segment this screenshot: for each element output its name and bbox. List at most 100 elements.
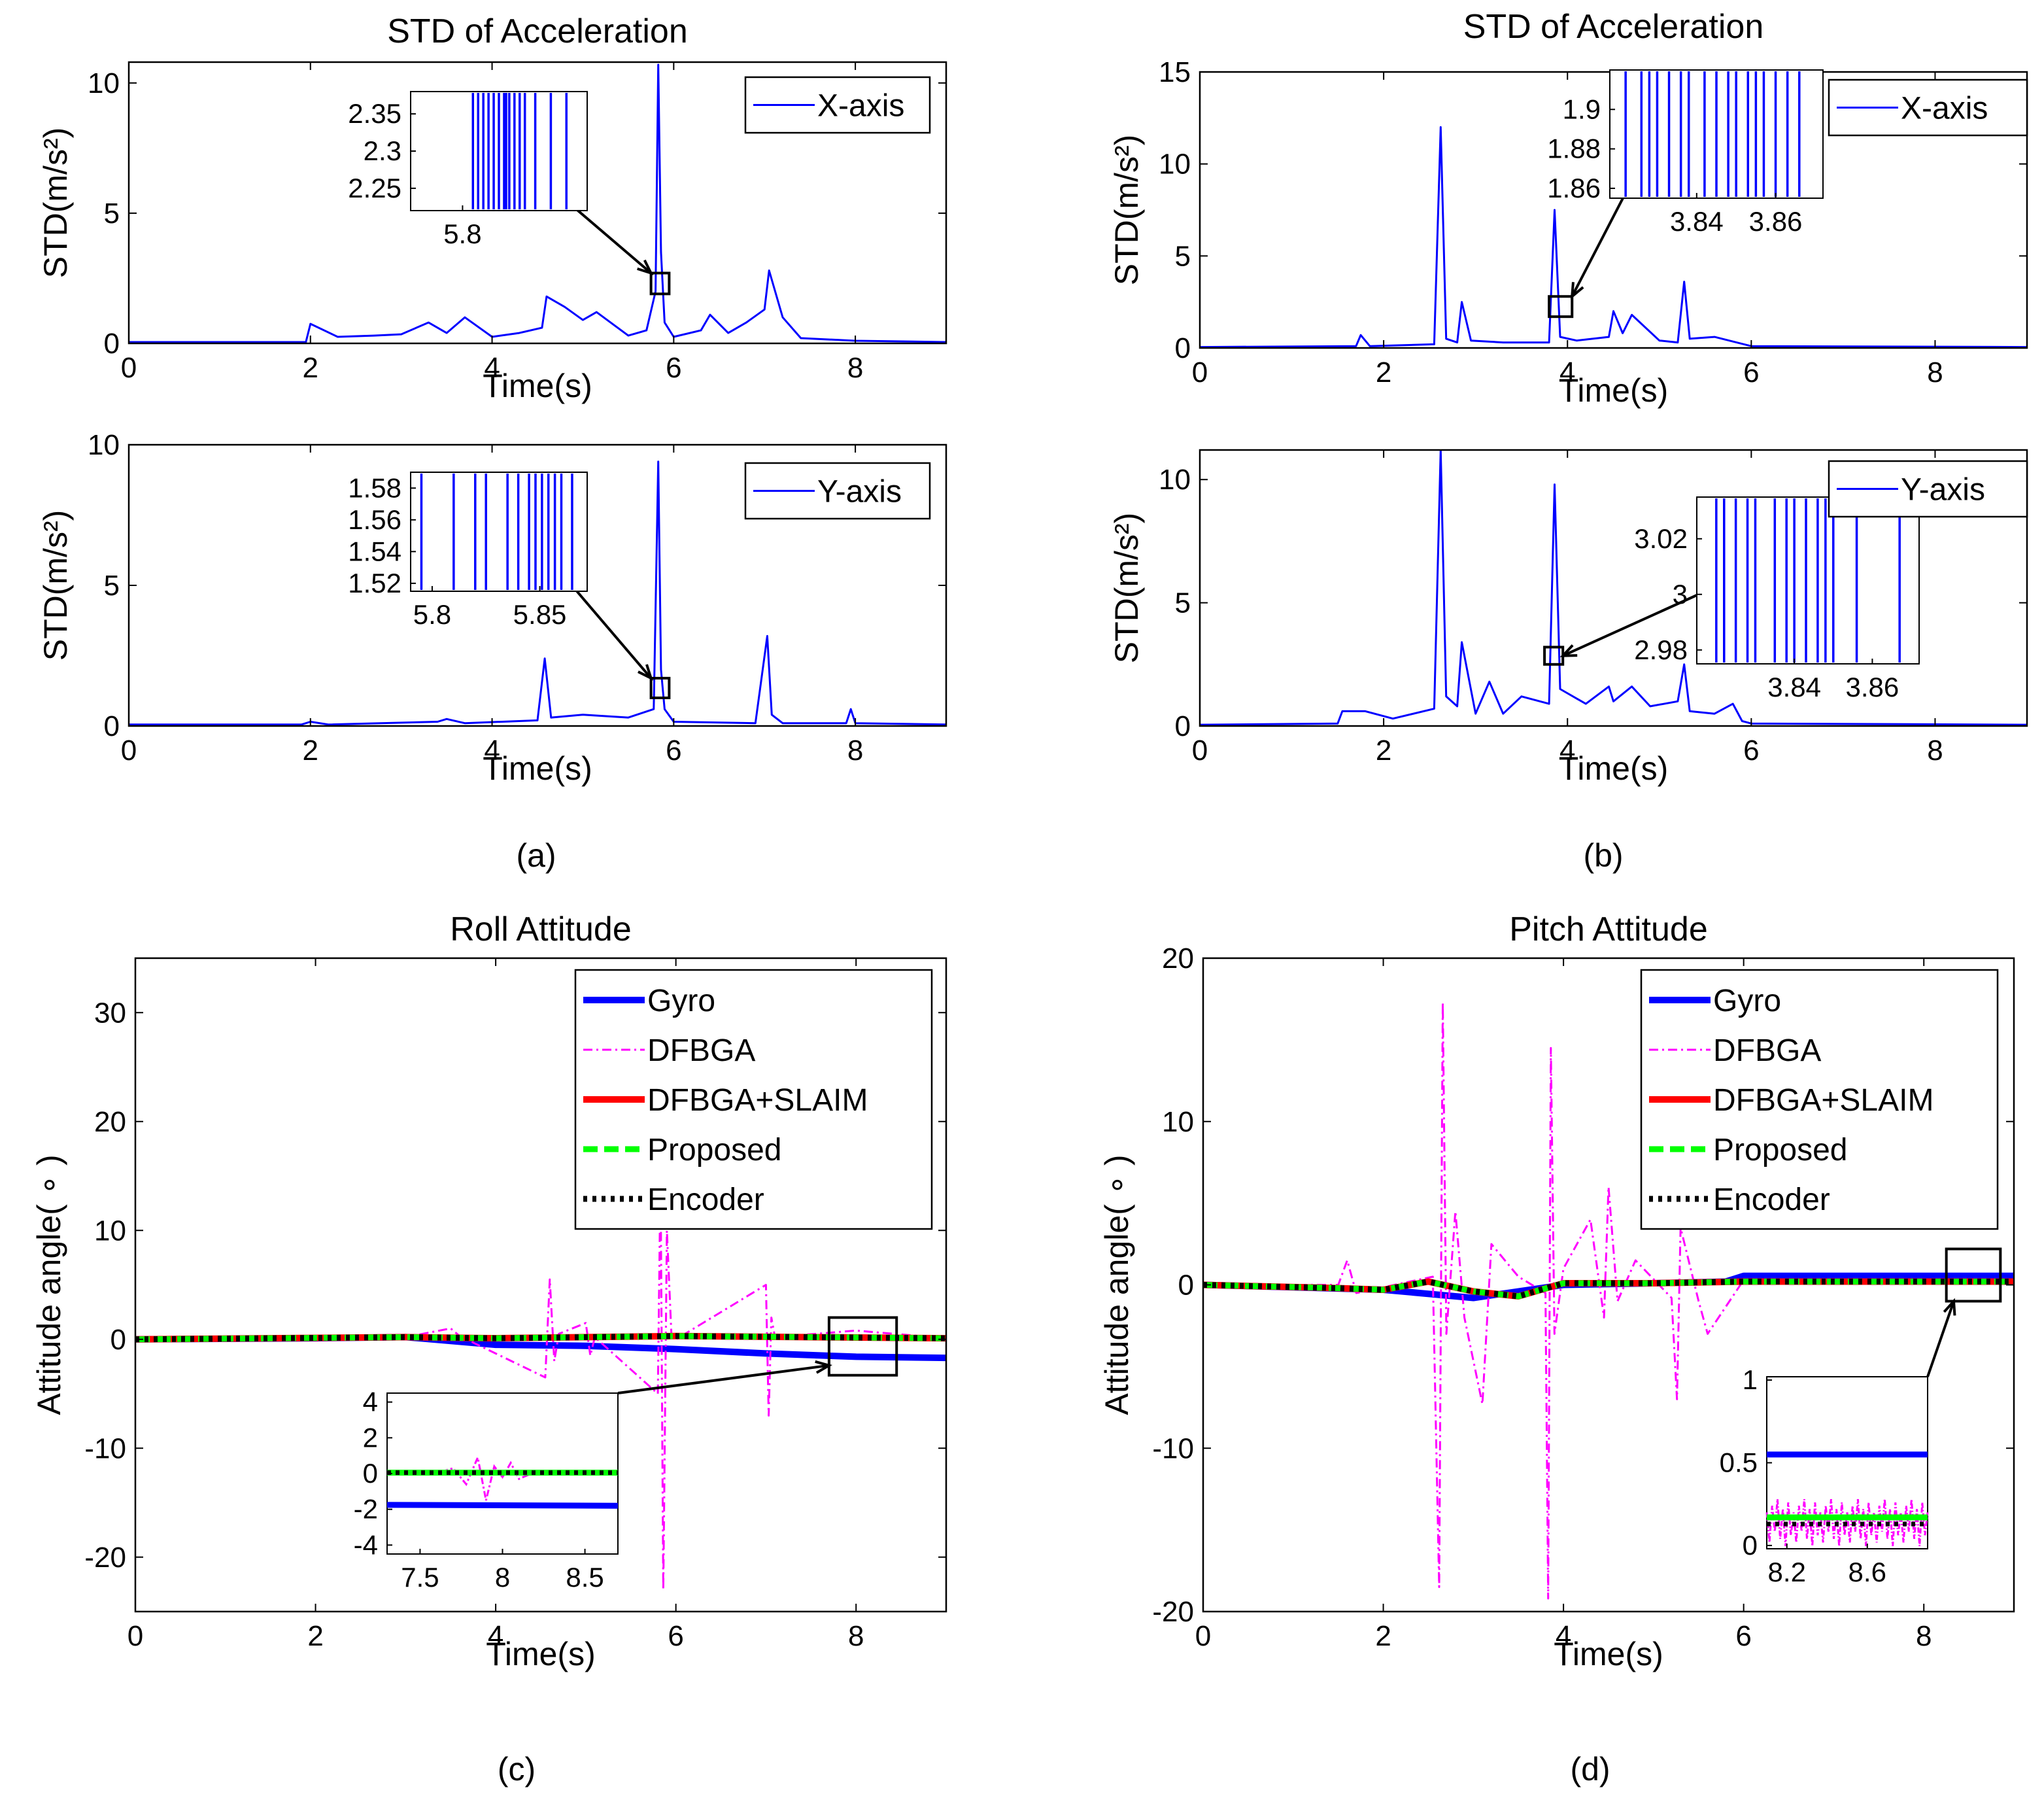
inset-x-tick-label: 8 — [495, 1562, 510, 1593]
inset-y-tick-label: 1.56 — [348, 504, 401, 535]
inset-y-tick-label: 1.52 — [348, 568, 401, 598]
chart-title: Pitch Attitude — [1509, 910, 1708, 948]
plot-area-b2 — [1200, 450, 2027, 726]
inset-y-tick-label: 2.25 — [348, 173, 401, 203]
x-tick-label: 0 — [1195, 1620, 1211, 1652]
inset-y-tick-label: -4 — [354, 1529, 378, 1560]
inset-plot — [1624, 71, 1801, 197]
inset-y-tick-label: 3 — [1673, 579, 1688, 610]
x-tick-label: 2 — [303, 734, 318, 767]
y-tick-label: 0 — [104, 710, 120, 742]
legend-label: DFBGA+SLAIM — [647, 1083, 868, 1118]
legend-label: Gyro — [647, 984, 715, 1018]
x-tick-label: 0 — [121, 352, 137, 384]
y-axis-label: STD(m/s²) — [1108, 135, 1145, 286]
inset-y-tick-label: 2.35 — [348, 98, 401, 129]
plot-area-a2 — [129, 460, 946, 726]
x-axis-label: Time(s) — [1559, 750, 1669, 787]
y-tick-label: 20 — [94, 1106, 126, 1138]
plot-area-a1 — [129, 63, 946, 343]
zoom-box — [827, 1316, 898, 1377]
y-tick-label: 0 — [1175, 710, 1191, 742]
zoom-pointer-arrowhead — [1559, 644, 1578, 657]
x-tick-label: 0 — [128, 1620, 143, 1652]
inset-x-tick-label: 3.84 — [1767, 672, 1821, 702]
series-line-y-axis — [129, 460, 946, 726]
inset-y-tick-label: 1.9 — [1563, 94, 1601, 124]
series-line-encoder — [135, 1333, 946, 1343]
zoom-pointer-arrowhead — [1570, 282, 1584, 300]
y-tick-label: -10 — [84, 1432, 126, 1464]
x-tick-label: 2 — [307, 1620, 323, 1652]
chart-a1: 0 2 4 6 8 0 5 10 Time(s) STD(m/s²) STD of Accelera… — [37, 12, 947, 404]
inset-series-gyro — [386, 1502, 619, 1509]
axis-frame — [128, 61, 947, 345]
y-tick-label: 10 — [1159, 464, 1191, 496]
zoom-pointer-arrowhead — [815, 1360, 832, 1374]
x-tick-label: 2 — [1376, 356, 1391, 389]
inset-y-tick-label: -2 — [354, 1494, 378, 1525]
legend-label: Gyro — [1713, 984, 1781, 1018]
axis-frame — [1199, 449, 2028, 727]
zoom-pointer-line — [1562, 594, 1697, 657]
caption-b: (b) — [1583, 837, 1623, 874]
zoom-pointer-arrowhead — [637, 259, 654, 275]
y-tick-label: -20 — [1152, 1596, 1194, 1628]
y-tick-label: 5 — [1175, 240, 1191, 272]
y-tick-label: 10 — [1159, 148, 1191, 181]
inset-x-tick-label: 5.8 — [443, 218, 481, 249]
axis-frame — [134, 957, 947, 1613]
y-axis-label: STD(m/s²) — [37, 128, 74, 279]
y-tick-label: 5 — [104, 570, 120, 602]
inset-frame — [1696, 496, 1920, 665]
legend-label: X-axis — [1901, 92, 1988, 126]
inset-y-tick-label: 1.58 — [348, 472, 401, 503]
inset-x-tick-label: 5.8 — [413, 599, 451, 630]
inset-y-tick-label: 1.88 — [1547, 133, 1601, 164]
x-tick-label: 2 — [1376, 734, 1391, 767]
y-tick-label: 30 — [94, 997, 126, 1029]
zoom-pointer-arrowhead — [638, 664, 653, 681]
x-tick-label: 8 — [1927, 356, 1943, 389]
inset-y-tick-label: 2.98 — [1634, 634, 1688, 665]
inset-series-dfbga — [1765, 1499, 1929, 1547]
zoom-pointer-line — [573, 587, 653, 680]
zoom-pointer-line — [1926, 1300, 1955, 1377]
inset-y-tick-label: 3.02 — [1634, 523, 1688, 554]
x-tick-label: 4 — [484, 352, 500, 384]
legend-label: Proposed — [1713, 1133, 1847, 1167]
inset-x-tick-label: 3.86 — [1846, 672, 1899, 702]
series-line-x-axis — [129, 63, 946, 343]
x-tick-label: 6 — [1743, 356, 1759, 389]
chart-title: Roll Attitude — [450, 910, 632, 948]
y-axis-label: STD(m/s²) — [1108, 513, 1145, 664]
x-tick-label: 6 — [1743, 734, 1759, 767]
x-tick-label: 8 — [1927, 734, 1943, 767]
inset-plot — [420, 474, 573, 590]
y-tick-label: 10 — [94, 1215, 126, 1247]
plot-area-b1 — [1200, 126, 2027, 348]
y-tick-label: 20 — [1162, 942, 1194, 975]
x-tick-label: 4 — [484, 734, 500, 767]
x-tick-label: 4 — [1559, 734, 1575, 767]
y-tick-label: 0 — [104, 328, 120, 360]
inset-y-tick-label: 0 — [1743, 1530, 1758, 1561]
y-tick-label: 5 — [1175, 587, 1191, 619]
legend-label: DFBGA — [1713, 1033, 1821, 1068]
inset-x-tick-label: 5.85 — [513, 599, 567, 630]
x-tick-label: 2 — [303, 352, 318, 384]
zoom-pointer-line — [1571, 198, 1624, 298]
y-axis-label: STD(m/s²) — [37, 510, 74, 661]
y-tick-label: 15 — [1159, 56, 1191, 88]
zoom-box — [1945, 1247, 2002, 1303]
x-axis-label: Time(s) — [1554, 1636, 1663, 1672]
x-tick-label: 4 — [1556, 1620, 1571, 1652]
plot-area-d — [1203, 1001, 2014, 1600]
y-tick-label: 10 — [88, 67, 120, 99]
y-axis-label: Attitude angle( ∘ ) — [31, 1154, 67, 1415]
legend-label: Y-axis — [1901, 473, 1985, 508]
x-axis-label: Time(s) — [483, 368, 592, 404]
